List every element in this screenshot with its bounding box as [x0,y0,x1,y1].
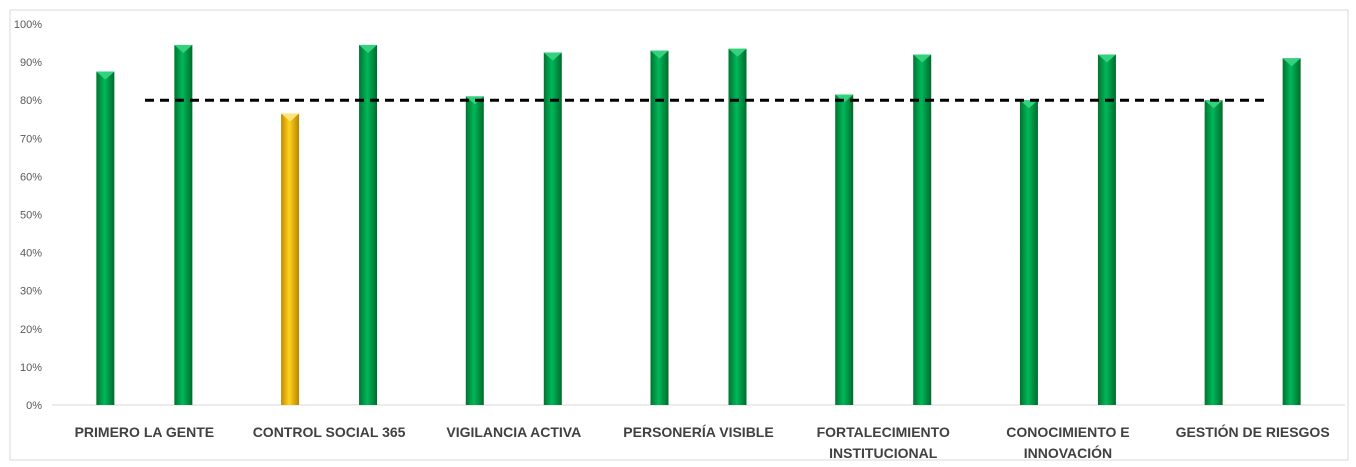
bar [1097,54,1116,405]
bar-top-bevel [465,96,484,105]
bar-top-bevel [650,50,669,59]
category-label-line: CONTROL SOCIAL 365 [253,424,406,440]
category-label: PRIMERO LA GENTE [75,424,215,440]
bar-body [1019,100,1038,405]
bar-top-bevel [174,44,193,53]
category-label-line: PERSONERÍA VISIBLE [623,424,773,440]
y-tick-label: 100% [14,19,42,31]
bar-top-bevel [913,54,932,63]
bar-top-bevel [1019,100,1038,109]
bar [1019,100,1038,405]
bar [913,54,932,405]
category-label: GESTIÓN DE RIESGOS [1176,423,1330,440]
y-tick-label: 90% [20,57,42,69]
y-tick-label: 20% [20,324,42,336]
bar-top-bevel [359,44,378,53]
bar [650,50,669,406]
y-tick-label: 10% [20,362,42,374]
bar [835,94,854,406]
bar [359,44,378,405]
bar-top-bevel [543,52,562,61]
bar [96,71,115,405]
bar-top-bevel [1097,54,1116,63]
bar-top-bevel [281,113,300,122]
category-label-line: FORTALECIMIENTO [817,424,950,440]
category-label-line: PRIMERO LA GENTE [75,424,215,440]
y-tick-label: 80% [20,95,42,107]
y-tick-label: 60% [20,171,42,183]
bar-body [1097,54,1116,405]
bar-body [465,96,484,405]
bar [543,52,562,405]
bar-top-bevel [1282,58,1301,67]
bar-body [1204,100,1223,405]
category-label-line: CONOCIMIENTO E [1006,424,1129,440]
bar [728,48,747,405]
bar-body [96,71,115,405]
bar-top-bevel [1204,100,1223,109]
bar-body [281,113,300,405]
category-label: VIGILANCIA ACTIVA [446,424,581,440]
bar-body [543,52,562,405]
bars-group [96,44,1301,406]
plot-frame [9,9,1349,461]
bar-body [174,44,193,405]
y-tick-label: 30% [20,286,42,298]
category-label-line: VIGILANCIA ACTIVA [446,424,581,440]
category-label: CONOCIMIENTO E INNOVACIÓN [1006,424,1129,461]
y-axis: 0% 10% 20% 30% 40% 50% 60% 70% 80% 90% 100% [14,19,42,412]
bar [1204,100,1223,405]
bar-body [728,48,747,405]
bar-body [650,50,669,406]
category-label-line: INSTITUCIONAL [829,445,938,461]
y-tick-label: 50% [20,210,42,222]
bar-body [835,94,854,406]
x-labels: PRIMERO LA GENTE CONTROL SOCIAL 365 VIGILA… [75,423,1330,461]
category-label: FORTALECIMIENTO INSTITUCIONAL [817,424,950,461]
y-tick-label: 40% [20,248,42,260]
bar [465,96,484,405]
bar-body [359,44,378,405]
bar [174,44,193,405]
y-tick-label: 0% [26,400,42,412]
bar [1282,58,1301,405]
category-label: PERSONERÍA VISIBLE [623,424,773,440]
bar-top-bevel [835,94,854,103]
category-label: CONTROL SOCIAL 365 [253,424,406,440]
bar-body [913,54,932,405]
bar-top-bevel [728,48,747,57]
category-label-line: INNOVACIÓN [1024,444,1112,461]
bar-body [1282,58,1301,405]
bar-top-bevel [96,71,115,80]
y-tick-label: 70% [20,133,42,145]
bar [281,113,300,405]
category-label-line: GESTIÓN DE RIESGOS [1176,423,1330,440]
